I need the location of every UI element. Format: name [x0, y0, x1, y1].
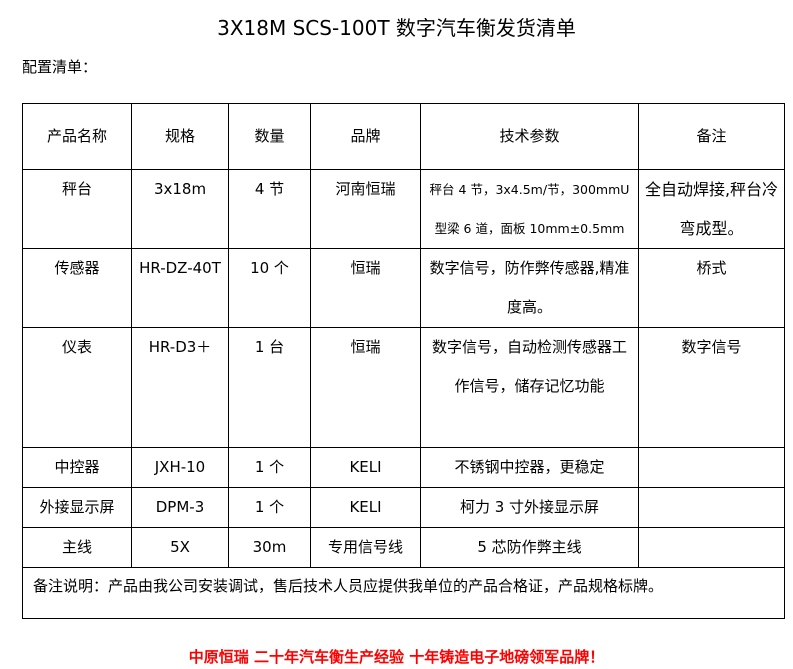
shipping-list-table: 产品名称 规格 数量 品牌 技术参数 备注 秤台 3x18m 4 节 河南恒瑞 …	[22, 103, 785, 619]
cell: HR-DZ-40T	[131, 248, 229, 328]
cell: 河南恒瑞	[310, 169, 421, 249]
cell: 5 芯防作弊主线	[420, 527, 639, 568]
section-label: 配置清单：	[22, 58, 98, 76]
cell: 全自动焊接,秤台冷弯成型。	[638, 169, 785, 249]
cell: HR-D3＋	[131, 327, 229, 448]
cell	[638, 487, 785, 528]
cell: 不锈钢中控器，更稳定	[420, 447, 639, 488]
cell: 外接显示屏	[22, 487, 132, 528]
cell: 数字信号	[638, 327, 785, 448]
table-row: 秤台 3x18m 4 节 河南恒瑞 秤台 4 节，3x4.5m/节，300mmU…	[22, 169, 785, 249]
cell: 柯力 3 寸外接显示屏	[420, 487, 639, 528]
cell: 秤台	[22, 169, 132, 249]
cell: 1 台	[228, 327, 311, 448]
table-row: 主线 5X 30m 专用信号线 5 芯防作弊主线	[22, 527, 785, 568]
cell: 秤台 4 节，3x4.5m/节，300mmU型梁 6 道，面板 10mm±0.5…	[420, 169, 639, 249]
page-title: 3X18M SCS-100T 数字汽车衡发货清单	[217, 16, 576, 40]
cell	[638, 527, 785, 568]
note-text: 备注说明：产品由我公司安装调试，售后技术人员应提供我单位的产品合格证，产品规格标…	[22, 567, 785, 619]
header-cell: 数量	[228, 103, 311, 170]
cell: 3x18m	[131, 169, 229, 249]
cell: 数字信号，防作弊传感器,精准度高。	[420, 248, 639, 328]
cell: KELI	[310, 487, 421, 528]
cell: 仪表	[22, 327, 132, 448]
header-cell: 品牌	[310, 103, 421, 170]
cell: 主线	[22, 527, 132, 568]
cell: 5X	[131, 527, 229, 568]
cell: KELI	[310, 447, 421, 488]
cell	[638, 447, 785, 488]
table-row: 外接显示屏 DPM-3 1 个 KELI 柯力 3 寸外接显示屏	[22, 487, 785, 528]
cell: 1 个	[228, 487, 311, 528]
slogan: 中原恒瑞 二十年汽车衡生产经验 十年铸造电子地磅领军品牌！	[188, 648, 605, 666]
cell: 传感器	[22, 248, 132, 328]
table-header-row: 产品名称 规格 数量 品牌 技术参数 备注	[22, 103, 785, 170]
cell: 恒瑞	[310, 327, 421, 448]
cell: 数字信号，自动检测传感器工作信号，储存记忆功能	[420, 327, 639, 448]
cell: 恒瑞	[310, 248, 421, 328]
cell: 1 个	[228, 447, 311, 488]
table-row: 传感器 HR-DZ-40T 10 个 恒瑞 数字信号，防作弊传感器,精准度高。 …	[22, 248, 785, 328]
table-row: 中控器 JXH-10 1 个 KELI 不锈钢中控器，更稳定	[22, 447, 785, 488]
cell: 4 节	[228, 169, 311, 249]
cell: 桥式	[638, 248, 785, 328]
cell: 中控器	[22, 447, 132, 488]
cell: JXH-10	[131, 447, 229, 488]
table-row: 仪表 HR-D3＋ 1 台 恒瑞 数字信号，自动检测传感器工作信号，储存记忆功能…	[22, 327, 785, 448]
header-cell: 规格	[131, 103, 229, 170]
cell: DPM-3	[131, 487, 229, 528]
cell: 30m	[228, 527, 311, 568]
note-row: 备注说明：产品由我公司安装调试，售后技术人员应提供我单位的产品合格证，产品规格标…	[22, 567, 785, 619]
cell: 专用信号线	[310, 527, 421, 568]
header-cell: 产品名称	[22, 103, 132, 170]
header-cell: 技术参数	[420, 103, 639, 170]
cell: 10 个	[228, 248, 311, 328]
header-cell: 备注	[638, 103, 785, 170]
